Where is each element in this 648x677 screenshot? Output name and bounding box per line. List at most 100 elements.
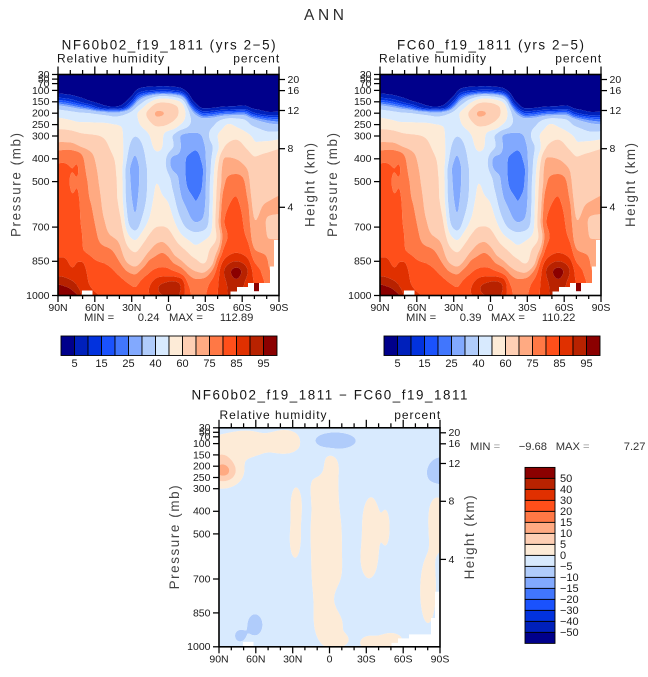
- svg-text:8: 8: [449, 496, 455, 508]
- svg-text:75: 75: [203, 358, 215, 370]
- svg-text:40: 40: [472, 358, 484, 370]
- svg-text:75: 75: [526, 358, 538, 370]
- svg-text:60: 60: [499, 358, 511, 370]
- svg-text:200: 200: [32, 108, 50, 120]
- svg-text:50: 50: [360, 74, 372, 86]
- svg-text:60N: 60N: [246, 653, 265, 665]
- svg-text:100: 100: [32, 85, 50, 97]
- svg-text:5: 5: [394, 358, 400, 370]
- svg-text:40: 40: [149, 358, 161, 370]
- svg-text:Pressure (mb): Pressure (mb): [9, 133, 24, 237]
- svg-text:500: 500: [193, 528, 211, 540]
- svg-text:300: 300: [354, 130, 372, 142]
- svg-text:Relative humidity: Relative humidity: [57, 51, 164, 65]
- svg-text:25: 25: [122, 358, 134, 370]
- svg-text:Height (km): Height (km): [462, 495, 477, 579]
- svg-text:60S: 60S: [233, 302, 252, 314]
- svg-text:ANN: ANN: [304, 7, 344, 24]
- svg-text:7.27: 7.27: [624, 441, 646, 453]
- svg-text:30: 30: [38, 69, 50, 81]
- svg-text:200: 200: [193, 461, 211, 473]
- svg-text:60: 60: [176, 358, 188, 370]
- svg-text:90S: 90S: [592, 302, 611, 314]
- svg-text:percent: percent: [233, 51, 280, 65]
- svg-text:150: 150: [32, 96, 50, 108]
- svg-text:0: 0: [166, 302, 172, 314]
- svg-text:−9.68: −9.68: [519, 441, 547, 453]
- svg-text:50: 50: [199, 427, 211, 439]
- svg-text:60N: 60N: [85, 302, 104, 314]
- svg-text:90S: 90S: [270, 302, 289, 314]
- svg-text:Pressure (mb): Pressure (mb): [167, 485, 182, 589]
- svg-text:Relative humidity: Relative humidity: [379, 51, 486, 65]
- svg-text:−5: −5: [560, 561, 573, 573]
- svg-text:110.22: 110.22: [542, 312, 575, 324]
- svg-text:700: 700: [193, 573, 211, 585]
- svg-text:NF60b02_f19_1811 (yrs 2−5): NF60b02_f19_1811 (yrs 2−5): [62, 37, 276, 52]
- svg-text:−15: −15: [560, 583, 579, 595]
- svg-text:60S: 60S: [394, 653, 413, 665]
- svg-text:0.39: 0.39: [460, 312, 482, 324]
- svg-text:30S: 30S: [196, 302, 215, 314]
- svg-text:16: 16: [610, 85, 622, 97]
- svg-text:−10: −10: [560, 572, 579, 584]
- svg-text:700: 700: [354, 222, 372, 234]
- svg-text:12: 12: [449, 458, 461, 470]
- svg-text:850: 850: [193, 607, 211, 619]
- svg-text:4: 4: [288, 202, 294, 214]
- svg-text:30: 30: [560, 495, 572, 507]
- svg-text:15: 15: [418, 358, 430, 370]
- svg-text:150: 150: [193, 449, 211, 461]
- svg-text:MAX =: MAX =: [169, 312, 203, 324]
- svg-text:90N: 90N: [209, 653, 228, 665]
- svg-text:90N: 90N: [370, 302, 389, 314]
- svg-text:400: 400: [32, 153, 50, 165]
- svg-text:30S: 30S: [518, 302, 537, 314]
- svg-text:1000: 1000: [348, 290, 372, 302]
- svg-text:50: 50: [38, 74, 50, 86]
- svg-text:90S: 90S: [431, 653, 450, 665]
- svg-text:70: 70: [199, 431, 211, 443]
- svg-text:MIN =: MIN =: [470, 441, 500, 453]
- svg-text:90N: 90N: [48, 302, 67, 314]
- svg-text:400: 400: [354, 153, 372, 165]
- svg-text:12: 12: [610, 105, 622, 117]
- svg-text:4: 4: [610, 202, 616, 214]
- svg-text:25: 25: [445, 358, 457, 370]
- svg-text:NF60b02_f19_1811 − FC60_f19_18: NF60b02_f19_1811 − FC60_f19_1811: [192, 387, 468, 402]
- svg-text:−30: −30: [560, 605, 579, 617]
- svg-text:250: 250: [354, 119, 372, 131]
- svg-text:4: 4: [449, 554, 455, 566]
- svg-text:20: 20: [610, 74, 622, 86]
- svg-text:112.89: 112.89: [220, 312, 253, 324]
- svg-text:30N: 30N: [444, 302, 463, 314]
- svg-text:5: 5: [71, 358, 77, 370]
- svg-text:8: 8: [288, 143, 294, 155]
- svg-text:500: 500: [354, 176, 372, 188]
- svg-text:70: 70: [360, 78, 372, 90]
- svg-text:300: 300: [193, 483, 211, 495]
- svg-text:60S: 60S: [555, 302, 574, 314]
- svg-text:850: 850: [354, 256, 372, 268]
- svg-text:250: 250: [193, 472, 211, 484]
- svg-text:100: 100: [193, 438, 211, 450]
- svg-text:MAX =: MAX =: [491, 312, 525, 324]
- svg-text:150: 150: [354, 96, 372, 108]
- svg-text:MIN =: MIN =: [84, 312, 114, 324]
- svg-text:5: 5: [560, 539, 566, 551]
- svg-text:Height (km): Height (km): [623, 143, 638, 227]
- svg-text:−40: −40: [560, 616, 579, 628]
- svg-text:1000: 1000: [26, 290, 50, 302]
- svg-text:0: 0: [560, 550, 566, 562]
- svg-text:Pressure (mb): Pressure (mb): [325, 133, 340, 237]
- svg-text:12: 12: [288, 105, 300, 117]
- svg-text:0: 0: [488, 302, 494, 314]
- svg-text:percent: percent: [555, 51, 602, 65]
- svg-text:100: 100: [354, 85, 372, 97]
- svg-text:30N: 30N: [283, 653, 302, 665]
- svg-text:85: 85: [553, 358, 565, 370]
- svg-text:400: 400: [193, 506, 211, 518]
- svg-text:500: 500: [32, 176, 50, 188]
- svg-text:15: 15: [95, 358, 107, 370]
- svg-text:16: 16: [449, 438, 461, 450]
